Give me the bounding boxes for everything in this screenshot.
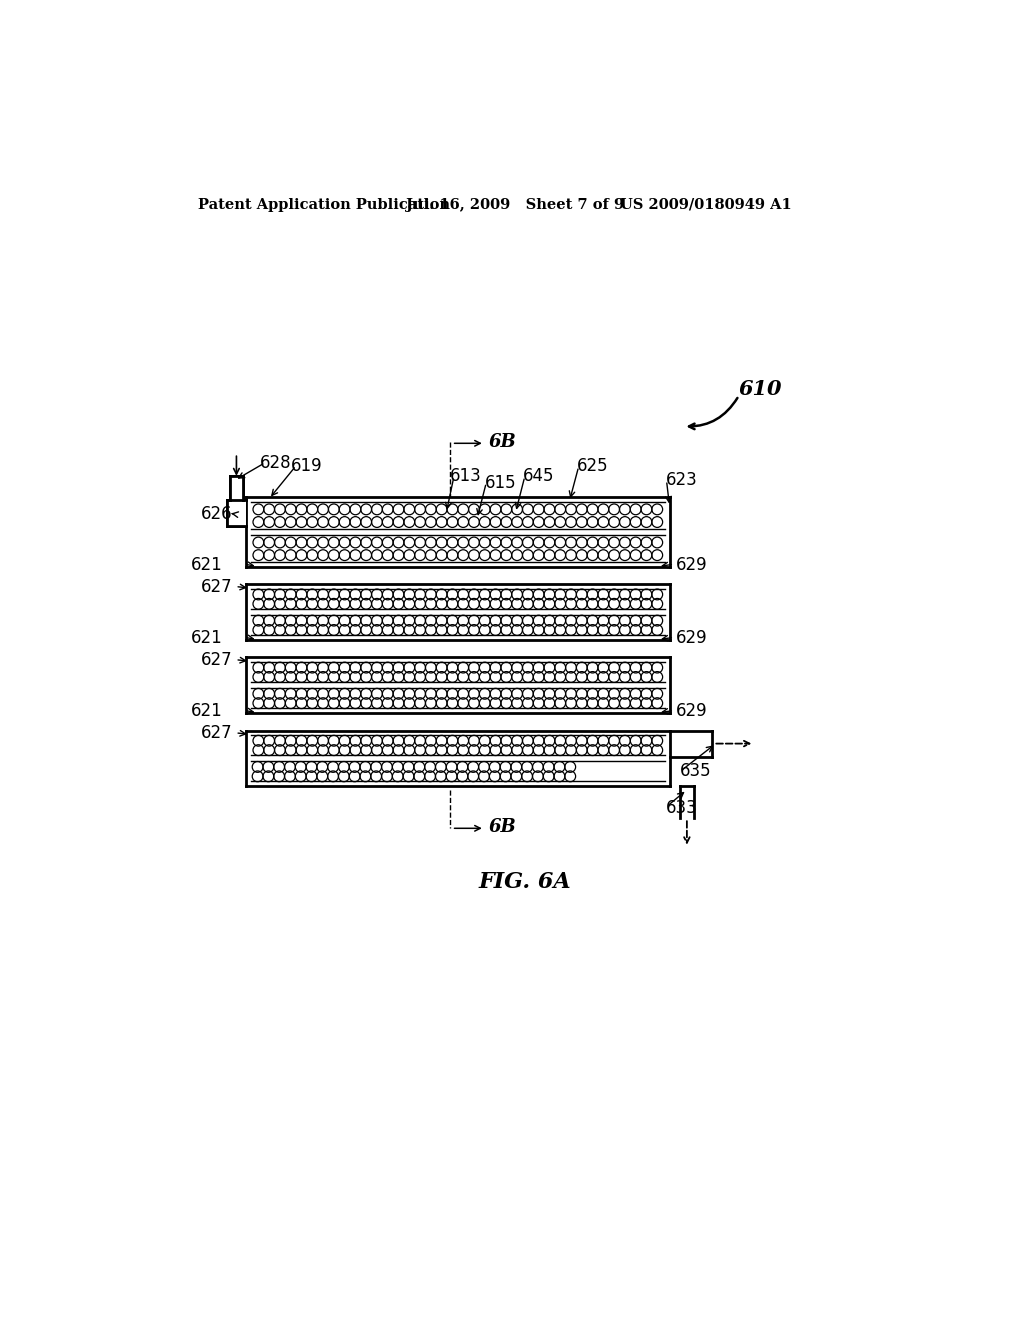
Text: 633: 633 bbox=[666, 799, 697, 817]
Text: 627: 627 bbox=[202, 723, 233, 742]
Text: 615: 615 bbox=[484, 474, 516, 491]
Text: 635: 635 bbox=[680, 762, 712, 780]
Text: 629: 629 bbox=[676, 630, 708, 647]
Bar bbox=[230, 477, 243, 499]
Bar bbox=[226, 499, 246, 527]
Text: 627: 627 bbox=[202, 651, 233, 669]
Text: 628: 628 bbox=[260, 454, 292, 473]
Text: 623: 623 bbox=[666, 471, 697, 490]
Text: 610: 610 bbox=[739, 379, 782, 400]
Text: 621: 621 bbox=[191, 630, 223, 647]
Text: 627: 627 bbox=[202, 578, 233, 595]
Text: Jul. 16, 2009   Sheet 7 of 9: Jul. 16, 2009 Sheet 7 of 9 bbox=[407, 198, 625, 211]
Text: 613: 613 bbox=[451, 467, 482, 486]
Text: 629: 629 bbox=[676, 702, 708, 721]
Text: 629: 629 bbox=[676, 556, 708, 574]
Text: 621: 621 bbox=[191, 556, 223, 574]
Text: FIG. 6A: FIG. 6A bbox=[478, 871, 571, 894]
Text: 645: 645 bbox=[523, 467, 555, 486]
Text: 619: 619 bbox=[291, 458, 323, 475]
Text: 626: 626 bbox=[202, 506, 233, 523]
Text: US 2009/0180949 A1: US 2009/0180949 A1 bbox=[620, 198, 792, 211]
Text: Patent Application Publication: Patent Application Publication bbox=[199, 198, 451, 211]
Text: 6B: 6B bbox=[488, 433, 516, 450]
Text: 621: 621 bbox=[191, 702, 223, 721]
Text: 6B: 6B bbox=[488, 818, 516, 836]
Text: 625: 625 bbox=[578, 458, 609, 475]
